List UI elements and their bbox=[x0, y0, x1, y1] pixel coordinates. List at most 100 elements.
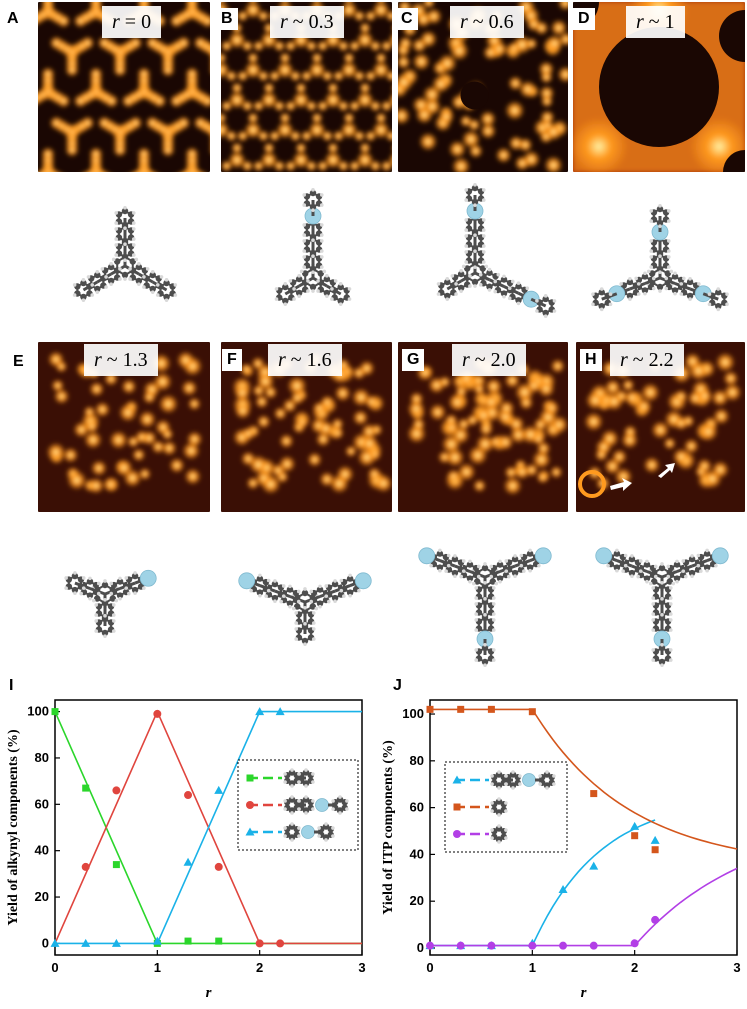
stm-features bbox=[38, 2, 210, 172]
data-point-purple bbox=[487, 941, 496, 950]
metal-atom bbox=[418, 547, 436, 565]
metal-atom bbox=[301, 825, 315, 839]
chart-letter-j: J bbox=[388, 675, 407, 697]
y-tick-label: 40 bbox=[35, 843, 49, 858]
molecule-structure bbox=[72, 206, 178, 302]
metal-atom bbox=[354, 572, 372, 590]
data-point-blue bbox=[81, 938, 91, 947]
r-label-c: r ~ 0.6 bbox=[450, 6, 524, 38]
data-point-red bbox=[81, 862, 90, 871]
data-point-blue bbox=[275, 707, 285, 716]
r-label-h: r ~ 2.2 bbox=[610, 344, 684, 376]
molecule-structure bbox=[595, 547, 729, 667]
legend-marker bbox=[246, 801, 254, 809]
data-point-purple bbox=[630, 939, 639, 948]
x-tick-label: 0 bbox=[51, 960, 58, 975]
stm-pore bbox=[723, 150, 745, 172]
molecule-c bbox=[410, 178, 580, 328]
panel-letter-f: F bbox=[222, 349, 242, 371]
r-label-f: r ~ 1.6 bbox=[268, 344, 342, 376]
arrow-icon bbox=[610, 478, 632, 491]
x-axis-label: r bbox=[206, 985, 212, 1001]
molecule-a bbox=[40, 188, 210, 318]
legend bbox=[237, 759, 359, 851]
metal-atom bbox=[522, 773, 536, 787]
data-point-blue bbox=[50, 938, 60, 947]
series-line-orange bbox=[430, 708, 738, 850]
legend-marker bbox=[245, 827, 255, 836]
data-point-orange bbox=[487, 705, 495, 713]
stm-features bbox=[584, 352, 742, 491]
stm-pore bbox=[719, 10, 745, 62]
metal-atom bbox=[238, 572, 256, 590]
molecule-e bbox=[55, 524, 205, 649]
molecule-structure bbox=[274, 188, 352, 306]
data-point-blue bbox=[558, 884, 568, 893]
y-tick-label: 80 bbox=[35, 750, 49, 765]
y-axis-label: Yield of ITP components (%) bbox=[381, 740, 396, 915]
chart-j: 0 1 2 3 0 20 40 60 80 100 r Yield of ITP components… bbox=[375, 690, 747, 1009]
data-point-orange bbox=[590, 790, 598, 798]
data-point-purple bbox=[559, 941, 568, 950]
legend-marker bbox=[452, 775, 462, 784]
legend-molecule-icon bbox=[490, 797, 508, 817]
x-tick-label: 2 bbox=[631, 960, 638, 975]
data-point-green bbox=[82, 784, 90, 792]
data-point-green bbox=[112, 861, 120, 869]
metal-atom bbox=[595, 547, 613, 565]
data-point-green bbox=[184, 937, 192, 945]
data-point-green bbox=[51, 708, 59, 716]
molecule-structure bbox=[436, 183, 557, 318]
y-tick-label: 60 bbox=[35, 796, 49, 811]
y-tick-label: 100 bbox=[402, 706, 424, 721]
data-point-red bbox=[255, 939, 264, 948]
molecule-d bbox=[580, 178, 745, 328]
molecule-f bbox=[220, 524, 390, 649]
molecule-structure bbox=[418, 547, 552, 667]
legend-molecule-icon bbox=[490, 824, 508, 844]
r-label-d: r ~ 1 bbox=[626, 6, 685, 38]
data-point-blue bbox=[255, 707, 265, 716]
x-axis-label: r bbox=[581, 985, 587, 1001]
molecule-h bbox=[580, 522, 745, 667]
x-tick-label: 0 bbox=[426, 960, 433, 975]
molecule-structure bbox=[64, 569, 157, 638]
series-line-blue bbox=[55, 710, 362, 945]
stm-features bbox=[232, 352, 392, 495]
data-point-red bbox=[153, 709, 162, 718]
x-tick-label: 3 bbox=[358, 960, 365, 975]
stm-pore bbox=[599, 27, 719, 147]
panel-letter-c: C bbox=[396, 8, 418, 30]
y-tick-label: 100 bbox=[27, 704, 49, 719]
data-point-blue bbox=[183, 857, 193, 866]
panel-letter-b: B bbox=[216, 8, 238, 30]
data-point-red bbox=[276, 939, 285, 948]
r-label-g: r ~ 2.0 bbox=[452, 344, 526, 376]
r-label-b: r ~ 0.3 bbox=[270, 6, 344, 38]
legend-marker bbox=[453, 803, 461, 811]
panel-letter-h: H bbox=[580, 349, 602, 371]
panel-letter-g: G bbox=[402, 349, 425, 371]
molecule-structure bbox=[591, 204, 729, 312]
plot-frame bbox=[54, 699, 363, 956]
data-point-orange bbox=[631, 832, 639, 840]
legend-molecule-icon bbox=[283, 795, 349, 815]
molecule-structure bbox=[238, 572, 372, 646]
molecule-b bbox=[228, 178, 398, 323]
stm-image-f bbox=[221, 342, 392, 512]
panel-letter-d: D bbox=[573, 8, 595, 30]
data-point-blue bbox=[152, 936, 162, 945]
series-line-purple bbox=[430, 867, 738, 947]
legend-molecule-icon bbox=[283, 768, 315, 788]
data-point-red bbox=[214, 862, 223, 871]
x-tick-label: 1 bbox=[529, 960, 536, 975]
y-tick-label: 80 bbox=[410, 753, 424, 768]
legend-molecule-icon bbox=[490, 770, 556, 790]
x-tick-label: 1 bbox=[154, 960, 161, 975]
data-point-orange bbox=[426, 705, 434, 713]
stm-ring bbox=[578, 470, 606, 498]
r-label-e: r ~ 1.3 bbox=[84, 344, 158, 376]
arrow-icon bbox=[658, 463, 675, 478]
y-tick-label: 40 bbox=[410, 846, 424, 861]
legend bbox=[444, 761, 568, 853]
